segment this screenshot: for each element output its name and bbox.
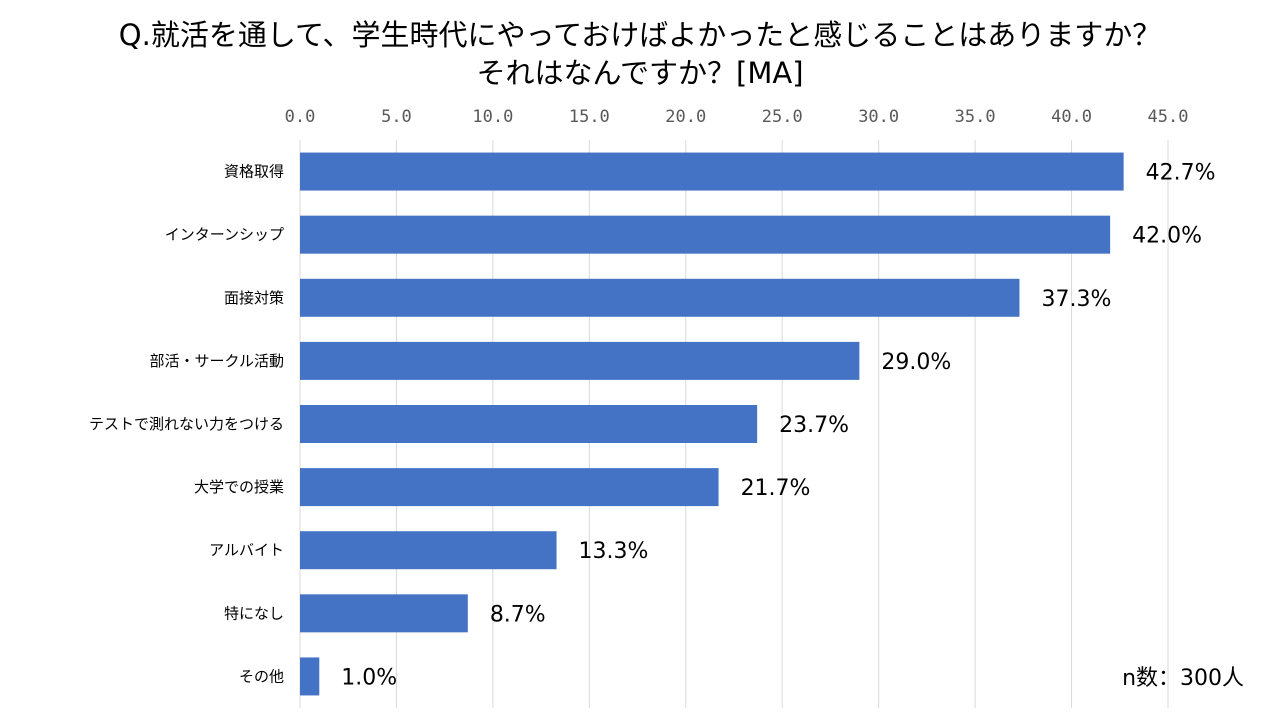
x-tick-label: 30.0 bbox=[858, 107, 899, 127]
bar bbox=[300, 278, 1020, 317]
bar bbox=[300, 341, 860, 380]
x-tick-label: 10.0 bbox=[472, 107, 513, 127]
category-labels: 資格取得インターンシップ面接対策部活・サークル活動テストで測れない力をつける大学… bbox=[89, 163, 284, 686]
bar bbox=[300, 215, 1111, 254]
data-label: 29.0% bbox=[881, 350, 951, 375]
x-tick-label: 25.0 bbox=[762, 107, 803, 127]
x-tick-label: 35.0 bbox=[955, 107, 996, 127]
data-labels: 42.7% 42.0% 37.3% 29.0% 23.7% 21.7% 13.3% 8.7% 1… bbox=[341, 161, 1215, 691]
category-label: アルバイト bbox=[209, 541, 284, 559]
category-label: 特になし bbox=[224, 604, 284, 622]
bar bbox=[300, 531, 557, 570]
chart-title-line1: Q.就活を通して、学生時代にやっておけばよかったと感じることはありますか？ bbox=[118, 18, 1162, 52]
x-axis-ticks: 0.0 5.0 10.0 15.0 20.0 25.0 30.0 35.0 40.0 45.0 bbox=[285, 107, 1189, 127]
data-label: 37.3% bbox=[1041, 287, 1111, 312]
data-label: 8.7% bbox=[490, 602, 546, 627]
bar bbox=[300, 152, 1124, 191]
category-label: その他 bbox=[239, 667, 284, 685]
x-tick-label: 5.0 bbox=[381, 107, 412, 127]
bars bbox=[300, 152, 1124, 696]
category-label: インターンシップ bbox=[165, 226, 284, 244]
category-label: テストで測れない力をつける bbox=[89, 415, 284, 433]
data-label: 21.7% bbox=[741, 476, 811, 501]
x-tick-label: 45.0 bbox=[1148, 107, 1189, 127]
x-tick-label: 0.0 bbox=[285, 107, 316, 127]
category-label: 資格取得 bbox=[224, 163, 284, 181]
sample-size-note: n数：300人 bbox=[1122, 666, 1244, 691]
x-tick-label: 15.0 bbox=[569, 107, 610, 127]
data-label: 42.0% bbox=[1132, 224, 1202, 249]
category-label: 部活・サークル活動 bbox=[149, 352, 284, 370]
data-label: 42.7% bbox=[1146, 161, 1216, 186]
bar bbox=[300, 657, 320, 696]
bar bbox=[300, 468, 719, 507]
chart-title-line2: それはなんですか？[MA] bbox=[476, 56, 804, 90]
bar bbox=[300, 405, 758, 443]
data-label: 1.0% bbox=[341, 665, 397, 690]
data-label: 13.3% bbox=[579, 539, 649, 564]
data-label: 23.7% bbox=[779, 413, 849, 438]
bar bbox=[300, 594, 468, 633]
category-label: 大学での授業 bbox=[194, 478, 284, 496]
x-tick-label: 40.0 bbox=[1051, 107, 1092, 127]
x-tick-label: 20.0 bbox=[665, 107, 706, 127]
category-label: 面接対策 bbox=[224, 289, 284, 307]
